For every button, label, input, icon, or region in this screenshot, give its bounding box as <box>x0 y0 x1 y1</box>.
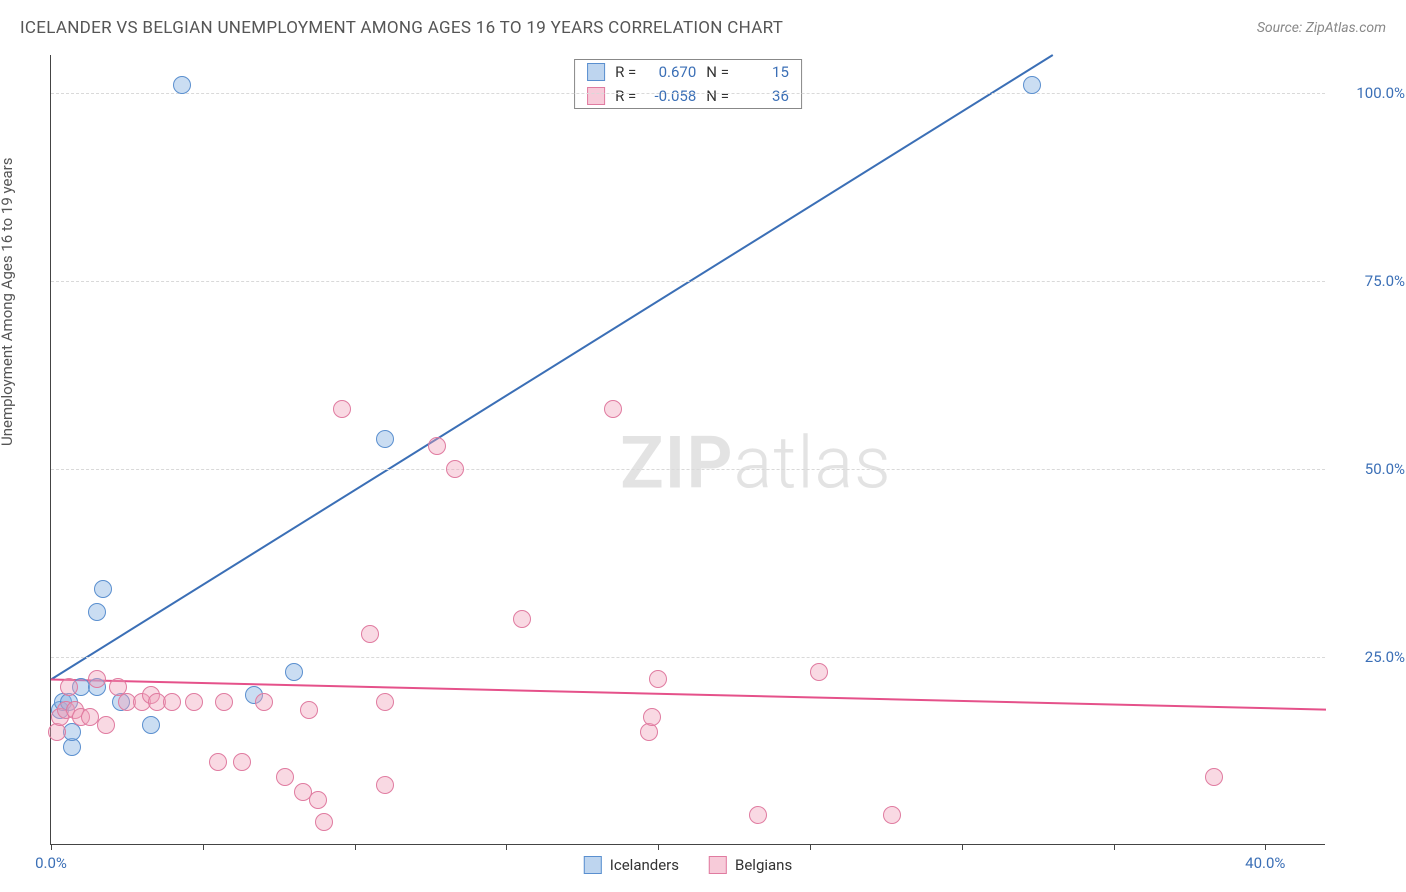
y-tick-label: 100.0% <box>1335 84 1405 102</box>
data-point <box>376 693 394 711</box>
x-tick-label: 40.0% <box>1245 854 1285 872</box>
x-tick-mark <box>658 844 659 850</box>
data-point <box>446 460 464 478</box>
y-tick-label: 75.0% <box>1335 272 1405 290</box>
gridline-h <box>51 281 1325 282</box>
legend-swatch <box>709 856 727 874</box>
data-point <box>315 813 333 831</box>
correlation-stats-box: R = 0.670 N = 15 R = -0.058 N = 36 <box>574 59 802 109</box>
data-point <box>300 701 318 719</box>
data-point <box>97 716 115 734</box>
r-value: -0.058 <box>646 87 696 105</box>
data-point <box>215 693 233 711</box>
data-point <box>276 768 294 786</box>
data-point <box>1205 768 1223 786</box>
data-point <box>233 753 251 771</box>
legend-item: Belgians <box>709 856 792 874</box>
trend-line <box>51 679 1326 709</box>
legend-item: Icelanders <box>584 856 679 874</box>
y-tick-label: 25.0% <box>1335 648 1405 666</box>
data-point <box>255 693 273 711</box>
scatter-chart: ZIPatlas R =0.670N =15R =-0.058N =36 Ice… <box>50 55 1325 845</box>
y-tick-label: 50.0% <box>1335 460 1405 478</box>
data-point <box>361 625 379 643</box>
data-point <box>185 693 203 711</box>
r-value: 0.670 <box>646 63 696 81</box>
legend-label: Belgians <box>735 856 792 874</box>
n-label: N = <box>706 87 729 105</box>
n-value: 36 <box>739 87 789 105</box>
gridline-h <box>51 93 1325 94</box>
trend-line <box>51 55 1053 679</box>
r-label: R = <box>615 87 636 105</box>
data-point <box>643 708 661 726</box>
data-point <box>285 663 303 681</box>
data-point <box>376 430 394 448</box>
legend-swatch <box>584 856 602 874</box>
data-point <box>649 670 667 688</box>
x-tick-mark <box>203 844 204 850</box>
x-tick-mark <box>355 844 356 850</box>
data-point <box>376 776 394 794</box>
x-tick-label: 0.0% <box>35 854 67 872</box>
data-point <box>810 663 828 681</box>
x-tick-mark <box>1265 844 1266 850</box>
x-tick-mark <box>51 844 52 850</box>
data-point <box>333 400 351 418</box>
data-point <box>604 400 622 418</box>
chart-legend: Icelanders Belgians <box>584 856 792 874</box>
x-tick-mark <box>962 844 963 850</box>
data-point <box>209 753 227 771</box>
data-point <box>1023 76 1041 94</box>
data-point <box>163 693 181 711</box>
data-point <box>94 580 112 598</box>
data-point <box>60 678 78 696</box>
data-point <box>309 791 327 809</box>
trend-lines <box>51 55 1326 845</box>
chart-title: ICELANDER VS BELGIAN UNEMPLOYMENT AMONG … <box>20 18 783 38</box>
legend-label: Icelanders <box>610 856 679 874</box>
data-point <box>88 603 106 621</box>
data-point <box>513 610 531 628</box>
data-point <box>142 716 160 734</box>
n-label: N = <box>706 63 729 81</box>
data-point <box>428 437 446 455</box>
n-value: 15 <box>739 63 789 81</box>
legend-swatch <box>587 87 605 105</box>
data-point <box>88 670 106 688</box>
data-point <box>749 806 767 824</box>
stats-row: R = -0.058 N = 36 <box>575 84 801 108</box>
x-tick-mark <box>506 844 507 850</box>
source-attribution: Source: ZipAtlas.com <box>1257 20 1386 36</box>
data-point <box>883 806 901 824</box>
gridline-h <box>51 469 1325 470</box>
y-axis-label: Unemployment Among Ages 16 to 19 years <box>0 158 16 446</box>
gridline-h <box>51 657 1325 658</box>
stats-row: R = 0.670 N = 15 <box>575 60 801 84</box>
x-tick-mark <box>1114 844 1115 850</box>
legend-swatch <box>587 63 605 81</box>
data-point <box>173 76 191 94</box>
watermark: ZIPatlas <box>620 420 892 505</box>
x-tick-mark <box>810 844 811 850</box>
r-label: R = <box>615 63 636 81</box>
